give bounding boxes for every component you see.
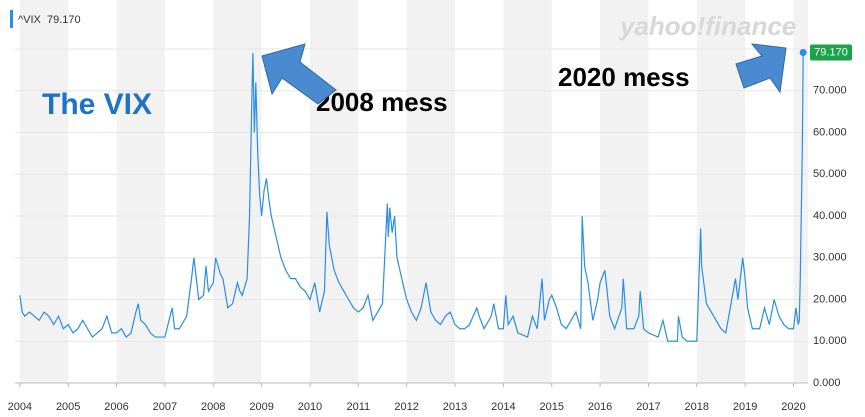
x-tick-label: 2007 [153, 401, 177, 413]
price-badge-label: 79.170 [814, 46, 848, 58]
x-tick-label: 2005 [56, 401, 80, 413]
x-tick-label: 2019 [733, 401, 757, 413]
legend-value: 79.170 [47, 14, 81, 26]
year-band [19, 0, 69, 383]
year-band [406, 0, 456, 383]
last-point [799, 48, 807, 56]
annotation: The VIX [42, 88, 152, 121]
y-tick-label: 70.000 [813, 85, 847, 97]
plot [19, 48, 807, 342]
year-band [213, 0, 262, 383]
x-tick-label: 2015 [539, 401, 563, 413]
y-tick-label: 60.000 [813, 126, 847, 138]
year-band [503, 0, 552, 383]
x-tick-label: 2004 [8, 401, 32, 413]
year-band [309, 0, 359, 383]
y-tick-label: 50.000 [813, 168, 847, 180]
arrow [735, 43, 787, 94]
x-tick-label: 2020 [781, 401, 805, 413]
y-tick-label: 20.000 [813, 293, 847, 305]
annotation: 2008 mess [316, 87, 448, 117]
x-tick-label: 2009 [249, 401, 273, 413]
x-tick-label: 2011 [346, 401, 370, 413]
x-tick-label: 2014 [491, 401, 515, 413]
x-tick-label: 2010 [298, 401, 322, 413]
legend-swatch [10, 10, 13, 28]
year-band [696, 0, 746, 383]
year-bands [15, 0, 808, 383]
year-band [600, 0, 649, 383]
x-tick-label: 2017 [636, 401, 660, 413]
y-tick-label: 10.000 [813, 335, 847, 347]
x-tick-label: 2016 [588, 401, 612, 413]
vix-line [19, 52, 804, 342]
price-badge [810, 44, 852, 61]
x-tick-label: 2012 [394, 401, 418, 413]
annotation: 2020 mess [558, 62, 690, 92]
year-band [793, 0, 808, 383]
y-tick-label: 40.000 [813, 210, 847, 222]
legend-name: ^VIX [18, 14, 42, 26]
y-tick-label: 30.000 [813, 252, 847, 264]
x-tick-label: 2013 [443, 401, 467, 413]
x-tick-label: 2008 [201, 401, 225, 413]
ticks: 2004 2005 2006 2007 2008 2009 2010 2011 2012 2013… [8, 43, 852, 413]
year-band [116, 0, 165, 383]
x-tick-label: 2018 [685, 401, 709, 413]
arrow [261, 43, 337, 105]
y-tick-label: 0.000 [813, 377, 841, 389]
watermark: yahoo!finance [618, 11, 796, 41]
x-tick-label: 2006 [104, 401, 128, 413]
